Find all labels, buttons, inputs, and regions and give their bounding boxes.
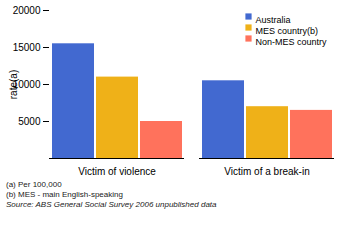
svg-text:10000: 10000 <box>12 78 41 90</box>
svg-text:5000: 5000 <box>18 116 41 127</box>
svg-text:Victim of a break-in: Victim of a break-in <box>224 166 309 177</box>
svg-text:Non-MES country: Non-MES country <box>256 37 328 47</box>
svg-text:Australia: Australia <box>256 15 291 25</box>
svg-text:MES country(b): MES country(b) <box>256 26 319 36</box>
svg-text:Victim of violence: Victim of violence <box>78 166 156 177</box>
svg-text:rate(a): rate(a) <box>8 70 19 99</box>
html-text:(a) Per 100,000: (a) Per 100,000 <box>6 180 62 189</box>
html-text:Source: ABS General Social Sur: Source: ABS General Social Survey 2006 u… <box>6 200 217 209</box>
html-text:(b) MES - main English-speakin: (b) MES - main English-speaking <box>6 190 123 199</box>
svg-text:15000: 15000 <box>13 42 41 53</box>
svg-text:20000: 20000 <box>13 5 41 16</box>
